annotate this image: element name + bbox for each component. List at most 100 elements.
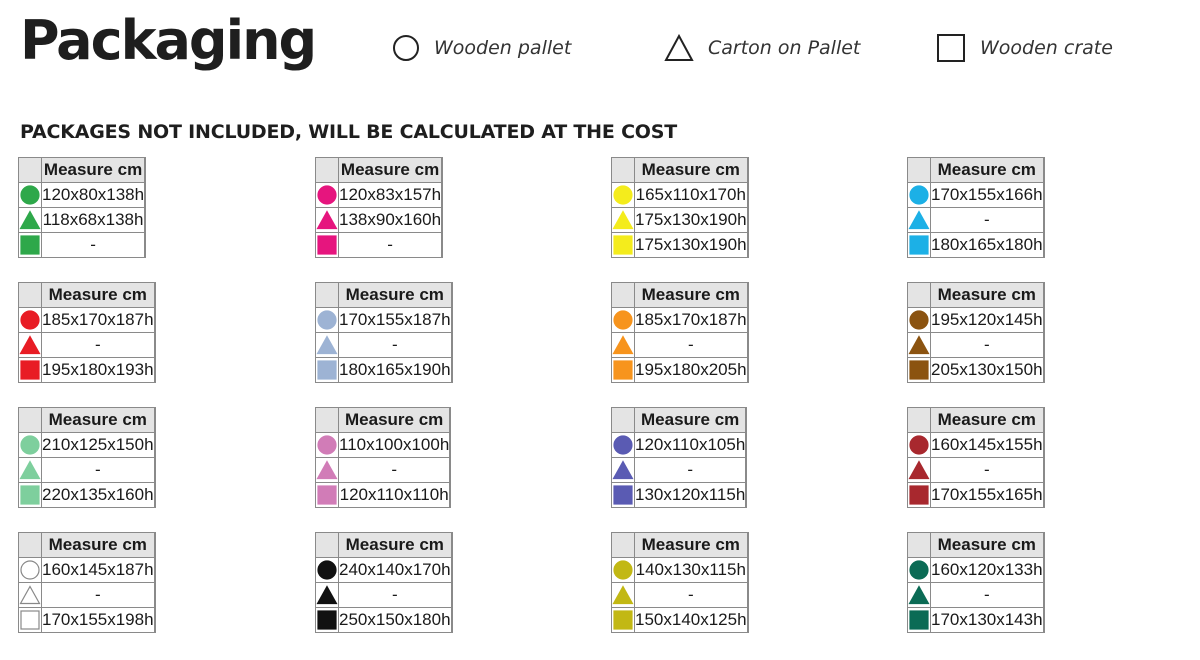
table-header-row: Measure cm [315, 532, 453, 558]
symbol-cell [907, 207, 931, 233]
symbol-cell [611, 457, 635, 483]
blank-cell [153, 307, 156, 333]
table-row: 120x110x110h [315, 482, 452, 508]
measure-value: 160x120x133h [930, 557, 1044, 583]
header-blank-cell [1042, 157, 1045, 183]
square-icon [937, 34, 965, 62]
blank-cell [153, 432, 156, 458]
symbol-cell [18, 307, 42, 333]
table-row: - [315, 332, 453, 358]
table-row: 180x165x190h [315, 357, 453, 383]
header-blank-cell [450, 282, 453, 308]
square-icon [20, 235, 40, 255]
measure-value: - [337, 232, 443, 258]
measure-header: Measure cm [930, 532, 1044, 558]
table-row: - [18, 232, 147, 258]
measure-value: 195x180x205h [634, 357, 748, 383]
symbol-cell [18, 357, 42, 383]
blank-cell [746, 607, 749, 633]
blank-cell [746, 207, 749, 233]
table-row: 210x125x150h [18, 432, 156, 458]
triangle-icon [664, 34, 694, 61]
table-row: 120x80x138h [18, 182, 147, 208]
package-table: Measure cm 195x120x145h -205x130x150h [907, 282, 1045, 383]
table-row: - [907, 332, 1045, 358]
blank-cell [450, 357, 453, 383]
header-blank-cell [907, 282, 931, 308]
measure-value: - [930, 582, 1044, 608]
symbol-cell [18, 582, 42, 608]
table-row: - [907, 207, 1045, 233]
header-blank-cell [1042, 532, 1045, 558]
table-row: - [611, 332, 749, 358]
table-header-row: Measure cm [611, 157, 749, 183]
header-blank-cell [1042, 407, 1045, 433]
measure-value: 160x145x187h [41, 557, 155, 583]
table-header-row: Measure cm [18, 157, 147, 183]
header-blank-cell [449, 407, 452, 433]
blank-cell [745, 432, 748, 458]
package-table: Measure cm 210x125x150h -220x135x160h [18, 407, 156, 508]
blank-cell [153, 607, 156, 633]
table-row: - [18, 332, 156, 358]
symbol-cell [907, 482, 931, 508]
symbol-cell [611, 357, 635, 383]
symbol-cell [315, 332, 339, 358]
header-blank-cell [611, 407, 635, 433]
measure-value: - [338, 332, 452, 358]
table-row: 165x110x170h [611, 182, 749, 208]
symbol-cell [18, 482, 42, 508]
legend-label: Wooden crate [980, 37, 1113, 59]
table-row: 175x130x190h [611, 207, 749, 233]
blank-cell [746, 582, 749, 608]
blank-cell [1042, 457, 1045, 483]
measure-value: 140x130x115h [634, 557, 748, 583]
blank-cell [1042, 557, 1045, 583]
symbol-cell [611, 207, 635, 233]
measure-value: - [634, 332, 748, 358]
package-table: Measure cm 120x80x138h 118x68x138h - [18, 157, 147, 258]
circle-icon [20, 310, 40, 330]
table-row: 195x180x205h [611, 357, 749, 383]
header-blank-cell [745, 407, 748, 433]
header-blank-cell [18, 407, 42, 433]
symbol-cell [907, 232, 931, 258]
circle-icon [909, 560, 929, 580]
blank-cell [441, 207, 444, 233]
measure-value: - [930, 457, 1044, 483]
symbol-cell [907, 457, 931, 483]
triangle-icon [908, 585, 930, 605]
symbol-cell [315, 357, 339, 383]
square-icon [20, 360, 40, 380]
blank-cell [746, 232, 749, 258]
square-icon [613, 485, 633, 505]
table-row: 180x165x180h [907, 232, 1045, 258]
measure-value: 175x130x190h [634, 232, 748, 258]
header-blank-cell [153, 532, 156, 558]
measure-value: 195x180x193h [41, 357, 155, 383]
measure-value: - [41, 457, 155, 483]
square-icon [317, 235, 337, 255]
legend-carton-on-pallet: Carton on Pallet [664, 34, 860, 62]
table-row: 185x170x187h [18, 307, 156, 333]
table-header-row: Measure cm [611, 282, 749, 308]
circle-icon [393, 35, 419, 61]
header-blank-cell [907, 532, 931, 558]
table-header-row: Measure cm [907, 407, 1045, 433]
measure-value: - [633, 457, 747, 483]
table-header-row: Measure cm [315, 157, 444, 183]
symbol-cell [611, 182, 635, 208]
header-blank-cell [611, 157, 635, 183]
blank-cell [144, 182, 147, 208]
table-row: 160x120x133h [907, 557, 1045, 583]
table-row: 160x145x187h [18, 557, 156, 583]
measure-value: 180x165x180h [930, 232, 1044, 258]
measure-value: 110x100x100h [337, 432, 451, 458]
symbol-cell [907, 607, 931, 633]
table-row: 170x130x143h [907, 607, 1045, 633]
blank-cell [746, 557, 749, 583]
table-row: - [611, 582, 749, 608]
header-blank-cell [144, 157, 147, 183]
table-header-row: Measure cm [611, 532, 749, 558]
symbol-cell [907, 332, 931, 358]
